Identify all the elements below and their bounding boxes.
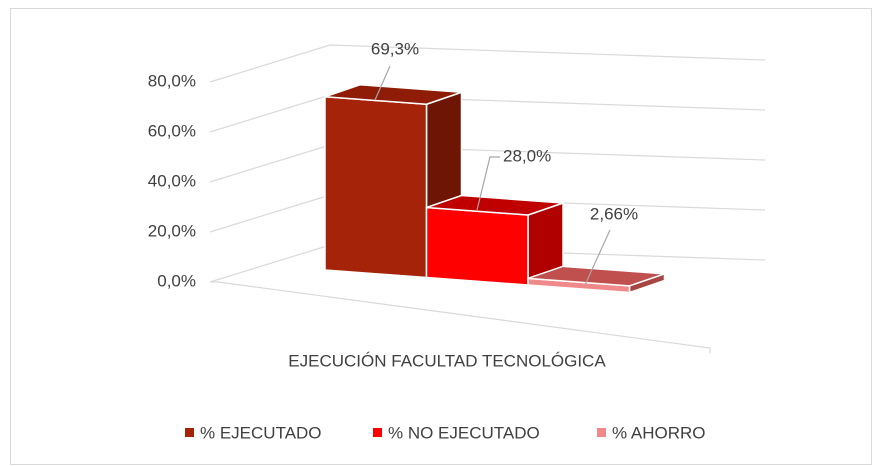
leader-line xyxy=(374,65,391,101)
leader-line xyxy=(584,229,611,286)
data-label: 2,66% xyxy=(590,204,638,223)
legend-label: % AHORRO xyxy=(612,423,706,442)
bar-top xyxy=(324,84,463,105)
bar-front xyxy=(425,206,529,286)
legend-swatch xyxy=(597,428,606,437)
floor-edge xyxy=(210,281,711,353)
y-tick-label: 40,0% xyxy=(148,171,196,190)
y-tick-label: 80,0% xyxy=(148,71,196,90)
x-axis-label: EJECUCIÓN FACULTAD TECNOLÓGICA xyxy=(288,351,606,370)
y-tick-label: 20,0% xyxy=(148,221,196,240)
legend-label: % NO EJECUTADO xyxy=(388,423,540,442)
data-label: 69,3% xyxy=(371,39,419,58)
legend-swatch xyxy=(185,428,194,437)
legend-swatch xyxy=(373,428,382,437)
y-tick-label: 60,0% xyxy=(148,121,196,140)
leader-line xyxy=(476,156,500,211)
bar-top xyxy=(527,265,666,287)
data-label: 28,0% xyxy=(503,146,551,165)
bar-front xyxy=(324,96,428,279)
grid-line xyxy=(209,44,766,83)
legend-label: % EJECUTADO xyxy=(200,423,322,442)
y-tick-label: 0,0% xyxy=(157,271,196,290)
bar-top xyxy=(425,194,564,216)
